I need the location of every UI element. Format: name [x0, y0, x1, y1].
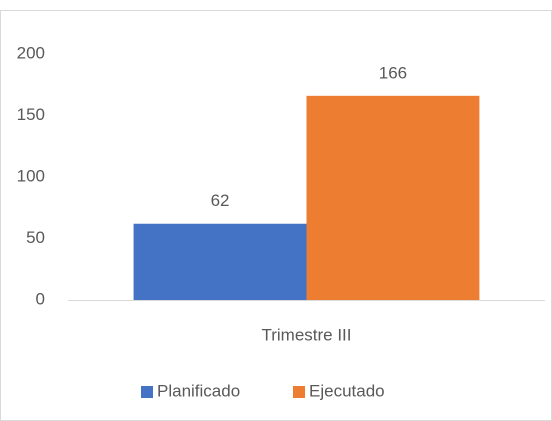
legend-swatch [141, 386, 153, 398]
data-label: 62 [211, 191, 230, 210]
y-tick-label: 150 [17, 105, 45, 124]
data-label: 166 [379, 63, 407, 82]
y-tick-label: 200 [17, 43, 45, 62]
legend-label: Ejecutado [309, 381, 385, 400]
legend-label: Planificado [157, 381, 240, 400]
bar [133, 223, 307, 300]
bar [306, 95, 480, 300]
y-tick-label: 100 [17, 166, 45, 185]
y-tick-label: 50 [26, 228, 45, 247]
legend-swatch [293, 386, 305, 398]
y-tick-label: 0 [36, 289, 45, 308]
x-tick-label: Trimestre III [261, 325, 351, 344]
